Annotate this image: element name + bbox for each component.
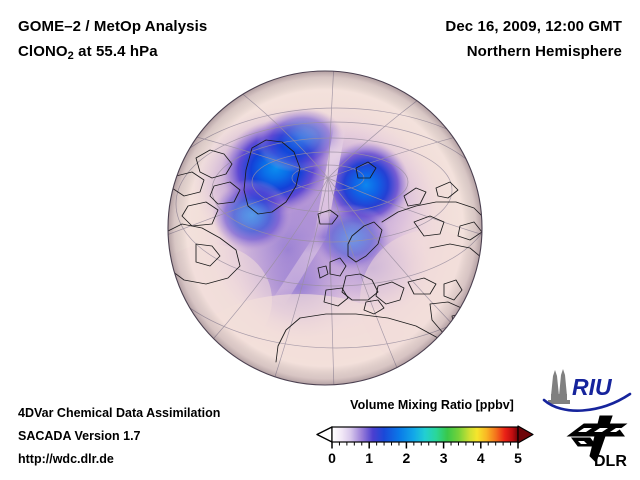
cathedral-icon (548, 369, 570, 404)
colorbar-tick-label: 5 (514, 450, 522, 466)
instrument-title: GOME–2 / MetOp Analysis (18, 18, 208, 35)
species-level: at 55.4 hPa (73, 43, 158, 60)
colorbar-title: Volume Mixing Ratio [ppbv] (350, 398, 514, 412)
globe-limb-shading (168, 71, 482, 385)
colorbar-scale: 0 1 2 3 4 5 (316, 425, 534, 466)
colorbar-tick-label: 4 (477, 450, 485, 466)
region-label: Northern Hemisphere (466, 43, 622, 60)
globe-outline (167, 70, 483, 386)
colorbar-under-arrow (316, 426, 333, 443)
credit-line-url[interactable]: http://wdc.dlr.de (18, 452, 114, 466)
credit-line-version: SACADA Version 1.7 (18, 429, 141, 443)
dlr-mark-icon (566, 415, 628, 463)
colorbar: Volume Mixing Ratio [ppbv] 0 1 2 3 4 5 (310, 398, 540, 472)
header-right: Dec 16, 2009, 12:00 GMT Northern Hemisph… (292, 14, 622, 64)
dlr-logo[interactable]: DLR (566, 415, 628, 470)
riu-logo[interactable]: RIU (542, 369, 632, 412)
colorbar-tick-label: 3 (440, 450, 448, 466)
colorbar-ramp (331, 426, 519, 443)
credits-block: 4DVar Chemical Data Assimilation SACADA … (18, 402, 308, 471)
colorbar-tick-label: 0 (328, 450, 336, 466)
species-subscript: 2 (67, 50, 74, 62)
header-left: GOME–2 / MetOp Analysis ClONO2 at 55.4 h… (18, 14, 348, 69)
datetime-label: Dec 16, 2009, 12:00 GMT (445, 18, 622, 35)
colorbar-tick-label: 1 (365, 450, 373, 466)
credit-line-method: 4DVar Chemical Data Assimilation (18, 406, 221, 420)
logo-group: RIU DLR (542, 369, 632, 470)
species-title: ClONO2 at 55.4 hPa (18, 39, 348, 69)
riu-wordmark: RIU (572, 374, 613, 400)
colorbar-over-arrow (517, 425, 534, 444)
colorbar-ticks (331, 442, 519, 449)
riu-swoosh (542, 392, 632, 412)
dlr-wordmark: DLR (594, 453, 627, 470)
colorbar-tick-label: 2 (403, 450, 411, 466)
species-name: ClONO (18, 43, 68, 60)
colorbar-tick-labels: 0 1 2 3 4 5 (328, 450, 522, 466)
